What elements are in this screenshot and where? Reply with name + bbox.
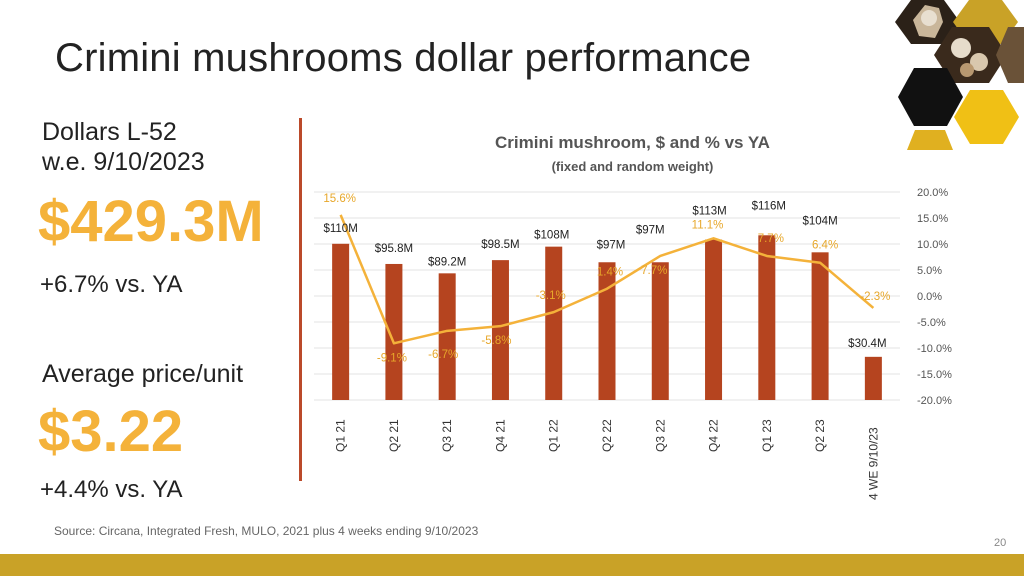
pct-data-label: 7.7% [758,233,784,245]
pct-data-label: 7.7% [641,265,667,277]
bar [385,263,403,400]
bar [758,235,776,400]
page-title: Crimini mushrooms dollar performance [55,36,752,80]
bar [332,243,350,400]
y2-tick-label: -10.0% [917,343,952,355]
bar-data-label: $104M [803,215,838,227]
x-tick-label: Q3 21 [440,419,454,452]
bar-data-label: $97M [636,224,665,236]
y2-tick-label: -20.0% [917,395,952,407]
bar-data-label: $97M [597,239,626,251]
bar-data-label: $95.8M [375,243,413,255]
y2-tick-label: -5.0% [917,317,946,329]
page-number: 20 [994,537,1007,549]
pct-data-label: -9.1% [377,352,407,364]
x-tick-label: Q4 21 [493,419,507,452]
pct-change-line [339,214,875,345]
pct-data-label: -6.7% [428,349,458,361]
vertical-divider [299,118,302,481]
bar [545,246,563,400]
y2-tick-label: 15.0% [917,213,948,225]
pct-data-label: 15.6% [323,193,356,205]
x-tick-label: Q1 21 [334,419,348,452]
bar [705,239,723,400]
avg-price-label: Average price/unit [42,360,244,388]
y2-tick-label: 20.0% [917,187,948,199]
bar-data-label: $108M [534,230,569,242]
pct-data-label: -3.1% [536,290,566,302]
y2-tick-label: -15.0% [917,369,952,381]
avg-price-value: $3.22 [38,399,184,464]
bar [598,262,616,400]
y2-tick-label: 0.0% [917,291,942,303]
bar-data-label: $98.5M [481,239,519,251]
pct-data-label: 1.4% [597,267,623,279]
bar-data-label: $113M [692,206,726,218]
bar-data-label: $30.4M [848,338,886,350]
x-tick-label: Q3 22 [653,419,667,452]
dollars-period-label: Dollars L-52 [42,118,177,146]
pct-data-label: -2.3% [860,291,890,303]
pct-data-label: -5.8% [481,335,511,347]
chart-title: Crimini mushroom, $ and % vs YA [495,133,770,152]
y2-tick-label: 10.0% [917,239,948,251]
x-tick-label: Q2 23 [813,419,827,452]
chart-subtitle: (fixed and random weight) [551,159,714,174]
bar-data-label: $110M [323,223,357,235]
x-tick-label: Q2 22 [600,419,614,452]
dollars-total-value: $429.3M [38,189,264,254]
bar [811,252,829,400]
dollars-delta-text: +6.7% vs. YA [40,271,183,298]
bar-data-label: $116M [752,200,786,212]
x-tick-label: 4 WE 9/10/23 [866,427,880,500]
mushroom-hex-decoration [895,0,1024,150]
pct-data-label: 11.1% [692,219,724,231]
x-tick-label: Q4 22 [707,419,721,452]
bar [491,260,509,400]
bottom-accent-bar [0,554,1024,576]
pct-data-label: 6.4% [812,240,838,252]
x-tick-label: Q2 21 [387,419,401,452]
dollars-week-ending-label: w.e. 9/10/2023 [42,148,205,176]
bar-data-label: $89.2M [428,256,466,268]
avg-price-delta-text: +4.4% vs. YA [40,476,183,503]
x-tick-label: Q1 22 [547,419,561,452]
bar [438,273,456,400]
y2-tick-label: 5.0% [917,265,942,277]
x-tick-label: Q1 23 [760,419,774,452]
bar [864,356,882,400]
bar [651,262,669,400]
source-note: Source: Circana, Integrated Fresh, MULO,… [54,524,479,538]
